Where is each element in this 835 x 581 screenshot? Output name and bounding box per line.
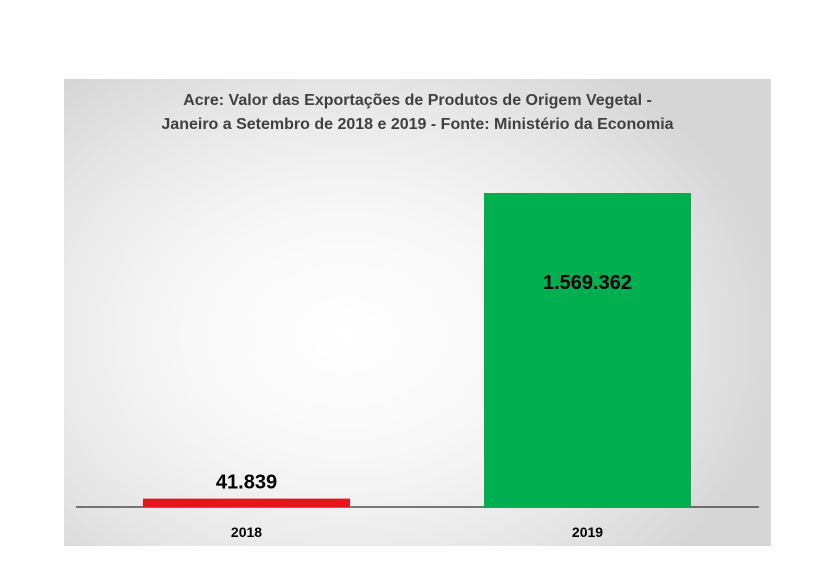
x-tick-label-2019: 2019 [572,524,603,540]
chart-area: Acre: Valor das Exportações de Produtos … [64,79,771,546]
chart-title-line-2: Janeiro a Setembro de 2018 e 2019 - Font… [161,116,674,133]
bar-2018 [143,498,350,507]
data-label-2018: 41.839 [216,472,277,494]
data-label-2019: 1.569.362 [543,272,632,294]
chart-title-line-1: Acre: Valor das Exportações de Produtos … [183,92,652,109]
bar-plot: 41.839 2018 1.569.362 2019 [76,193,759,540]
chart-title: Acre: Valor das Exportações de Produtos … [64,89,771,137]
bar-2019 [484,193,691,507]
x-tick-label-2018: 2018 [231,524,262,540]
